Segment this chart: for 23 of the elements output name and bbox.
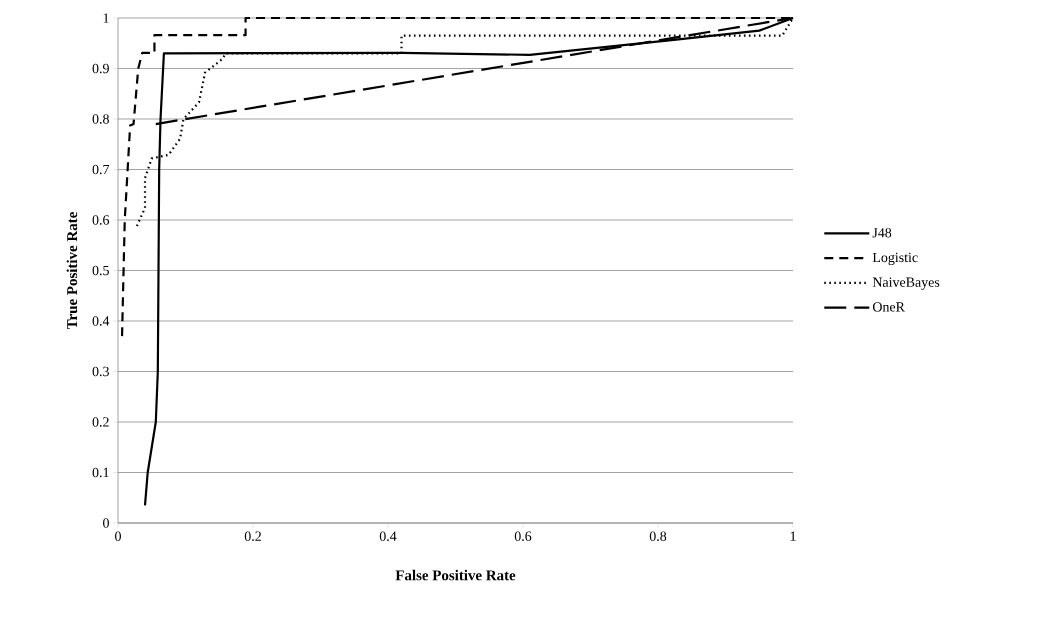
legend-label: OneR [872,302,905,312]
y-tick-label: 0.4 [92,316,110,326]
y-tick-label: 0.6 [92,215,110,225]
x-tick-label: 0.4 [379,531,397,541]
y-tick-label: 0.7 [92,164,110,175]
y-tick-label: 0.9 [92,63,109,74]
y-axis-title: True Positive Rate [66,212,78,330]
x-tick-label: 0 [115,531,121,541]
x-axis-title: False Positive Rate [395,569,516,581]
y-tick-label: 0.1 [92,467,109,478]
y-tick-label: 1 [103,13,109,23]
y-tick-label: 0.5 [92,265,109,276]
legend-label: NaiveBayes [872,277,940,290]
legend-label: J48 [872,228,892,238]
x-tick-label: 1 [790,531,796,541]
x-tick-label: 0.6 [514,531,532,541]
y-tick-label: 0.8 [92,114,109,124]
y-tick-label: 0.2 [92,417,109,427]
x-tick-label: 0.8 [649,531,667,541]
y-tick-label: 0.3 [92,366,109,377]
y-tick-label: 0 [103,518,109,528]
x-tick-label: 0.2 [244,531,261,541]
legend-label: Logistic [872,252,918,266]
